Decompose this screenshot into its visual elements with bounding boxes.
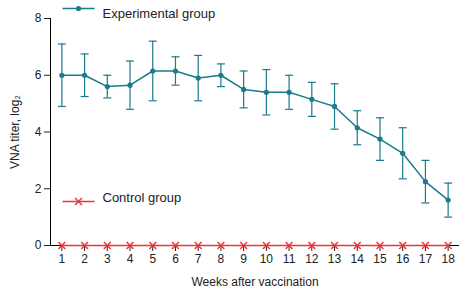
svg-text:4: 4 [35, 125, 42, 139]
svg-text:3: 3 [104, 252, 111, 266]
svg-text:Control group: Control group [103, 190, 182, 205]
svg-text:5: 5 [149, 252, 156, 266]
svg-text:9: 9 [240, 252, 247, 266]
svg-text:17: 17 [419, 252, 433, 266]
svg-text:8: 8 [218, 252, 225, 266]
svg-text:15: 15 [373, 252, 387, 266]
svg-text:0: 0 [35, 238, 42, 252]
svg-text:Weeks after vaccination: Weeks after vaccination [191, 275, 318, 289]
svg-text:14: 14 [351, 252, 365, 266]
svg-text:10: 10 [260, 252, 274, 266]
svg-text:Experimental group: Experimental group [103, 6, 216, 21]
svg-text:12: 12 [305, 252, 319, 266]
svg-text:VNA titer, log₂: VNA titer, log₂ [8, 95, 22, 169]
svg-text:8: 8 [35, 11, 42, 25]
svg-text:11: 11 [283, 252, 296, 266]
svg-text:1: 1 [59, 252, 66, 266]
svg-text:7: 7 [195, 252, 202, 266]
svg-text:18: 18 [441, 252, 455, 266]
svg-text:2: 2 [81, 252, 88, 266]
svg-text:6: 6 [172, 252, 179, 266]
svg-text:13: 13 [328, 252, 342, 266]
svg-text:16: 16 [396, 252, 410, 266]
svg-text:6: 6 [35, 68, 42, 82]
svg-text:2: 2 [35, 182, 42, 196]
svg-text:4: 4 [127, 252, 134, 266]
